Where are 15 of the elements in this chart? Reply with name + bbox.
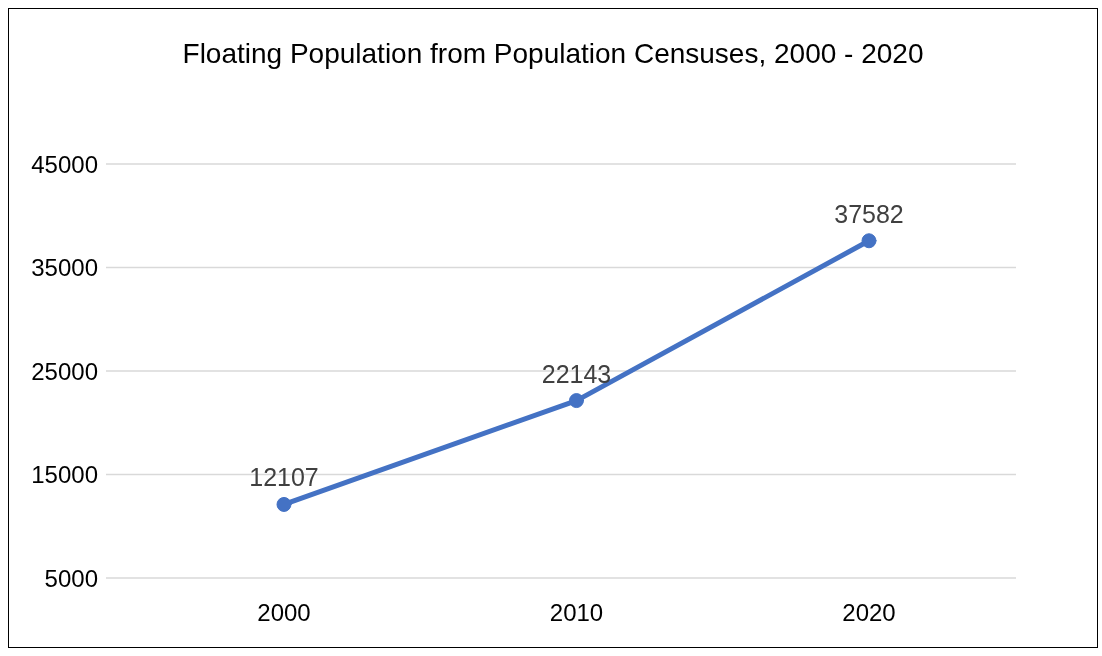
chart-title: Floating Population from Population Censuses, 2000 - 2020 xyxy=(182,38,924,70)
point xyxy=(569,393,584,409)
data-label: 37582 xyxy=(834,199,904,228)
data-label: 22143 xyxy=(541,359,612,388)
data-label: 12107 xyxy=(249,463,319,492)
y-tick-label: 35000 xyxy=(31,254,98,282)
x-tick-label: 2000 xyxy=(257,599,311,627)
y-tick-label: 25000 xyxy=(31,357,98,385)
point xyxy=(276,496,292,512)
y-tick-label: 5000 xyxy=(44,564,98,592)
point xyxy=(861,233,877,249)
y-tick-label: 15000 xyxy=(31,461,98,489)
x-tick-label: 2010 xyxy=(549,599,604,627)
x-tick-label: 2020 xyxy=(842,599,896,627)
y-tick-label: 45000 xyxy=(31,150,98,178)
